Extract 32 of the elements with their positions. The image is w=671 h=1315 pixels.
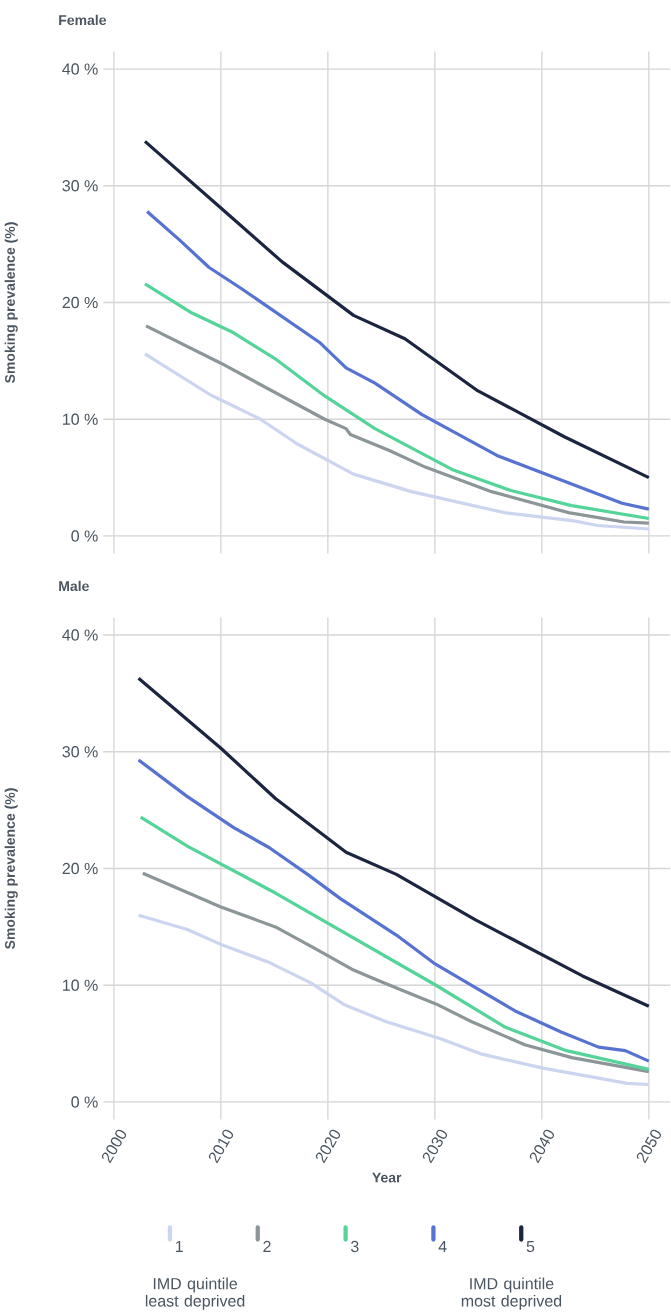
line-series [136,676,651,1008]
y-tick-label: 20 % [62,862,98,875]
line-series [143,352,651,531]
legend-label: 1 [176,1240,183,1252]
legend-label: 2 [263,1240,271,1253]
line-series [143,139,651,480]
y-tick-label: 0 % [71,530,98,542]
y-tick-label: 30 % [62,746,98,758]
line-series [145,209,651,511]
x-axis-title: Year [372,1172,402,1183]
y-axis-title: Smoking prevalence (%) [4,222,18,384]
y-tick-label: 10 % [63,979,98,991]
chart-title: Female [59,14,107,26]
text: IMD quintile most deprived [461,1277,562,1310]
line-series [136,913,651,1087]
line-series [143,282,651,521]
y-tick-label: 0 % [71,1096,98,1108]
legend-label: 4 [438,1240,447,1252]
y-tick-label: 40 % [62,629,98,641]
y-tick-label: 30 % [62,180,98,192]
line-series [141,871,651,1074]
y-axis-title: Smoking prevalence (%) [4,788,18,950]
y-tick-label: 40 % [62,63,98,75]
y-tick-label: 10 % [63,413,98,425]
chart-title: Male [59,580,89,592]
text: IMD quintile least deprived [145,1277,245,1310]
line-series [136,758,651,1063]
line-series [144,324,651,525]
legend-label: 3 [351,1240,359,1253]
line-series [139,815,651,1071]
y-tick-label: 20 % [62,296,98,309]
legend-label: 5 [526,1240,535,1253]
